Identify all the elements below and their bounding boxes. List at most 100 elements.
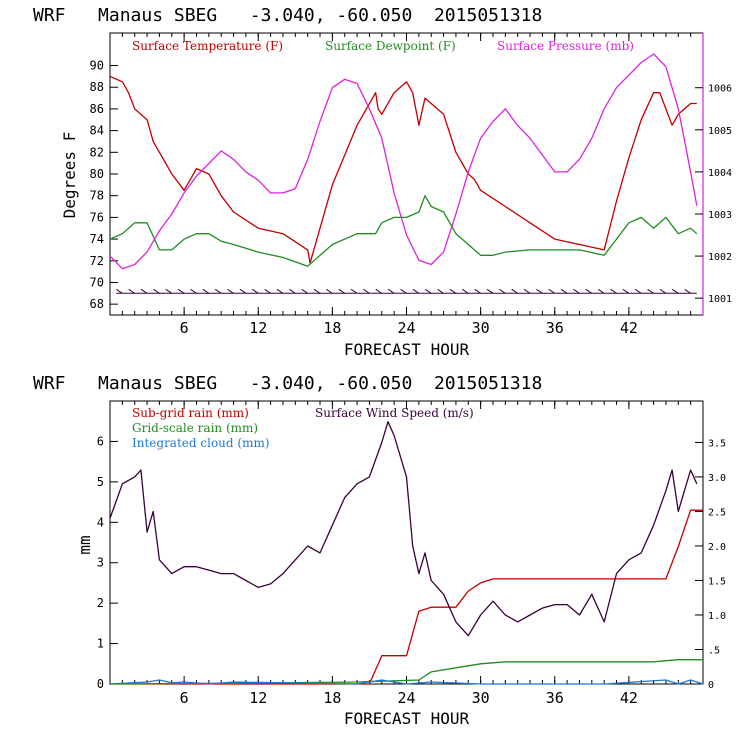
x-tick-label: 6 <box>180 319 189 337</box>
series-line <box>109 679 704 685</box>
series-line <box>109 75 697 264</box>
x-tick-label: 30 <box>472 689 490 707</box>
wind-barb <box>400 288 407 294</box>
wind-barb <box>326 288 333 294</box>
y2-tick-label: 2.5 <box>708 507 726 518</box>
y-tick-label: 76 <box>90 210 104 224</box>
y-tick-label: 86 <box>90 102 104 116</box>
y2-tick-label: 1001 <box>708 294 732 305</box>
x-tick-label: 24 <box>397 689 415 707</box>
wind-barb <box>251 288 259 294</box>
x-tick-label: 12 <box>249 319 267 337</box>
wind-barb <box>289 288 296 294</box>
wind-barb <box>177 288 185 294</box>
y-tick-label: 1 <box>97 637 104 651</box>
wind-barb <box>560 288 568 294</box>
legend-entry: Surface Temperature (F) <box>132 39 283 53</box>
wind-barb <box>387 288 395 294</box>
y2-tick-label: 1006 <box>708 84 732 95</box>
x-tick-label: 36 <box>546 689 564 707</box>
wind-barb <box>363 288 370 294</box>
x-axis-label: FORECAST HOUR <box>344 709 470 728</box>
y2-tick-label: .5 <box>708 645 720 656</box>
legend-entry: Sub-grid rain (mm) <box>132 406 249 420</box>
y2-tick-label: 2.0 <box>708 542 726 553</box>
wind-barb <box>301 288 308 294</box>
wind-barb <box>140 288 148 294</box>
y2-tick-label: 0 <box>708 680 714 691</box>
legend-entry: Surface Dewpoint (F) <box>325 39 456 53</box>
x-tick-label: 42 <box>620 689 638 707</box>
wind-barb <box>461 288 469 294</box>
series-line <box>109 659 703 685</box>
wind-barb <box>412 288 420 294</box>
wind-barb <box>597 288 605 294</box>
y-axis-label: mm <box>75 535 94 554</box>
chart-title: WRF Manaus SBEG -3.040, -60.050 20150513… <box>33 373 542 394</box>
wind-barb <box>227 288 234 294</box>
wind-barb <box>684 288 691 294</box>
wind-barb <box>449 288 457 294</box>
wind-barb <box>511 288 518 294</box>
legend-entry: Integrated cloud (mm) <box>132 436 270 450</box>
wind-barb <box>672 288 679 294</box>
wind-barb <box>536 288 543 294</box>
precipitation-chart: WRF Manaus SBEG -3.040, -60.050 20150513… <box>33 373 726 728</box>
y-tick-label: 70 <box>90 275 104 289</box>
y-tick-label: 5 <box>97 475 104 489</box>
temperature-chart: WRF Manaus SBEG -3.040, -60.050 20150513… <box>33 5 732 359</box>
wind-barb <box>659 288 667 294</box>
y2-tick-label: 1003 <box>708 210 732 221</box>
x-tick-label: 42 <box>620 319 638 337</box>
wind-barb <box>474 288 481 294</box>
series-line <box>109 421 698 637</box>
y-tick-label: 74 <box>90 232 104 246</box>
wind-barb <box>350 288 358 294</box>
wind-barb <box>239 288 247 294</box>
wind-barb <box>634 288 642 294</box>
y2-tick-label: 1002 <box>708 252 732 263</box>
y-tick-label: 4 <box>97 515 104 529</box>
x-tick-label: 24 <box>397 319 415 337</box>
x-tick-label: 18 <box>323 689 341 707</box>
x-tick-label: 12 <box>249 689 267 707</box>
y-tick-label: 90 <box>90 59 104 73</box>
wind-barb <box>202 288 210 294</box>
wind-barb <box>499 288 506 294</box>
wind-barb <box>165 288 173 294</box>
x-tick-label: 36 <box>546 319 564 337</box>
chart-title: WRF Manaus SBEG -3.040, -60.050 20150513… <box>33 5 542 26</box>
y-tick-label: 6 <box>97 434 104 448</box>
series-line <box>110 509 703 685</box>
legend-entry: Surface Wind Speed (m/s) <box>315 406 474 420</box>
wind-barb <box>313 288 321 294</box>
wind-barb <box>573 288 580 294</box>
y-tick-label: 88 <box>90 80 104 94</box>
wind-barb <box>486 288 494 294</box>
y-tick-label: 78 <box>90 189 104 203</box>
wind-barb <box>190 288 197 294</box>
x-tick-label: 6 <box>180 689 189 707</box>
wind-barb <box>116 288 123 294</box>
y2-tick-label: 3.5 <box>708 438 726 449</box>
y-axis-label: Degrees F <box>60 132 79 219</box>
wind-barb <box>375 288 383 294</box>
wind-barb <box>585 288 593 294</box>
wind-barb <box>264 288 271 294</box>
wind-barb <box>647 288 654 294</box>
series-line <box>109 53 698 270</box>
series-line <box>109 195 698 267</box>
y-tick-label: 84 <box>90 124 104 138</box>
y-tick-label: 3 <box>97 556 104 570</box>
y-tick-label: 0 <box>97 677 104 691</box>
wind-barb <box>338 288 346 294</box>
wind-barb <box>153 288 160 294</box>
legend-entry: Grid-scale rain (mm) <box>132 421 258 435</box>
y2-tick-label: 1004 <box>708 168 732 179</box>
x-tick-label: 30 <box>472 319 490 337</box>
wind-barb <box>128 288 135 294</box>
wind-barb <box>424 288 432 294</box>
wind-barb <box>276 288 284 294</box>
y2-tick-label: 1.0 <box>708 611 726 622</box>
